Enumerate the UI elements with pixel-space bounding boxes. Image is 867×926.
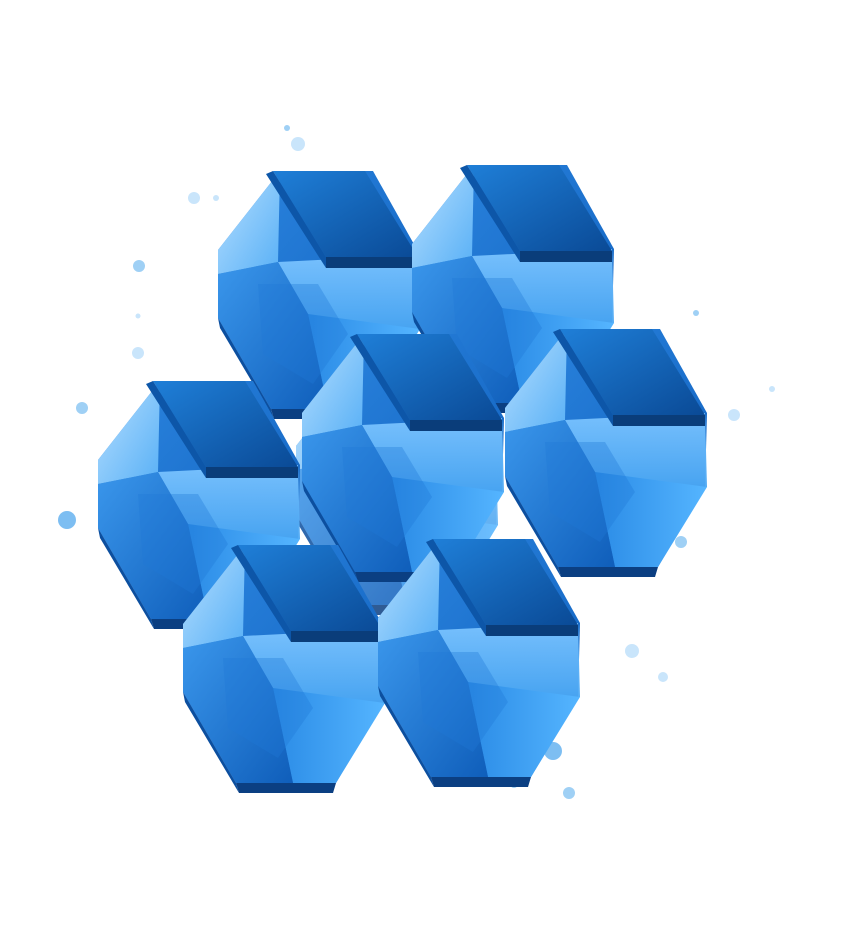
background-dots (58, 125, 775, 799)
